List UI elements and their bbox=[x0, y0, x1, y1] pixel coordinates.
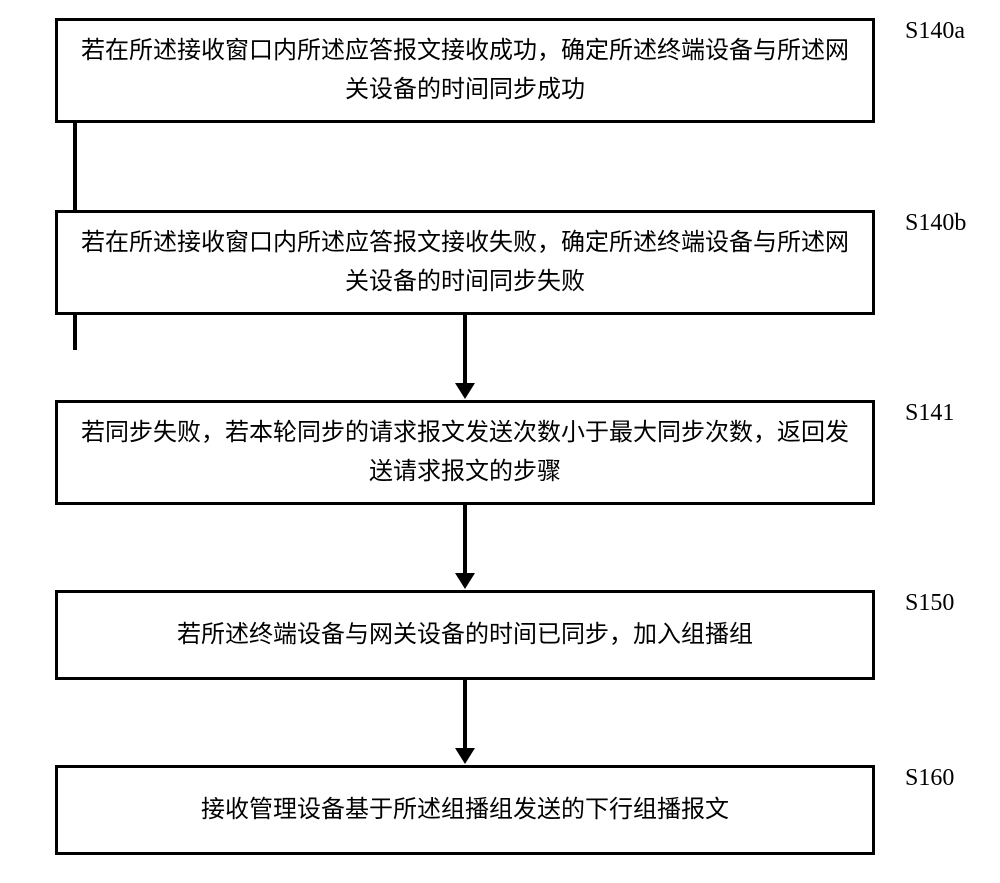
step-s140a: 若在所述接收窗口内所述应答报文接收成功，确定所述终端设备与所述网关设备的时间同步… bbox=[55, 18, 875, 123]
connector-s140b-s141 bbox=[463, 315, 467, 383]
label-s141: S141 bbox=[905, 400, 954, 427]
label-s160: S160 bbox=[905, 765, 954, 792]
arrow-s141-s150 bbox=[455, 573, 475, 589]
step-s150-text: 若所述终端设备与网关设备的时间已同步，加入组播组 bbox=[177, 616, 753, 654]
step-s141: 若同步失败，若本轮同步的请求报文发送次数小于最大同步次数，返回发送请求报文的步骤 bbox=[55, 400, 875, 505]
connector-s150-s160 bbox=[463, 680, 467, 748]
label-s140b: S140b bbox=[905, 210, 966, 237]
label-s140a: S140a bbox=[905, 18, 965, 45]
flowchart-container: 若在所述接收窗口内所述应答报文接收成功，确定所述终端设备与所述网关设备的时间同步… bbox=[0, 0, 1000, 883]
step-s141-text: 若同步失败，若本轮同步的请求报文发送次数小于最大同步次数，返回发送请求报文的步骤 bbox=[78, 414, 852, 491]
arrow-s150-s160 bbox=[455, 748, 475, 764]
label-s150: S150 bbox=[905, 590, 954, 617]
step-s140b: 若在所述接收窗口内所述应答报文接收失败，确定所述终端设备与所述网关设备的时间同步… bbox=[55, 210, 875, 315]
step-s140a-text: 若在所述接收窗口内所述应答报文接收成功，确定所述终端设备与所述网关设备的时间同步… bbox=[78, 32, 852, 109]
step-s160-text: 接收管理设备基于所述组播组发送的下行组播报文 bbox=[201, 791, 729, 829]
step-s150: 若所述终端设备与网关设备的时间已同步，加入组播组 bbox=[55, 590, 875, 680]
step-s140b-text: 若在所述接收窗口内所述应答报文接收失败，确定所述终端设备与所述网关设备的时间同步… bbox=[78, 224, 852, 301]
connector-s141-s150 bbox=[463, 505, 467, 573]
arrow-s140b-s141 bbox=[455, 383, 475, 399]
step-s160: 接收管理设备基于所述组播组发送的下行组播报文 bbox=[55, 765, 875, 855]
